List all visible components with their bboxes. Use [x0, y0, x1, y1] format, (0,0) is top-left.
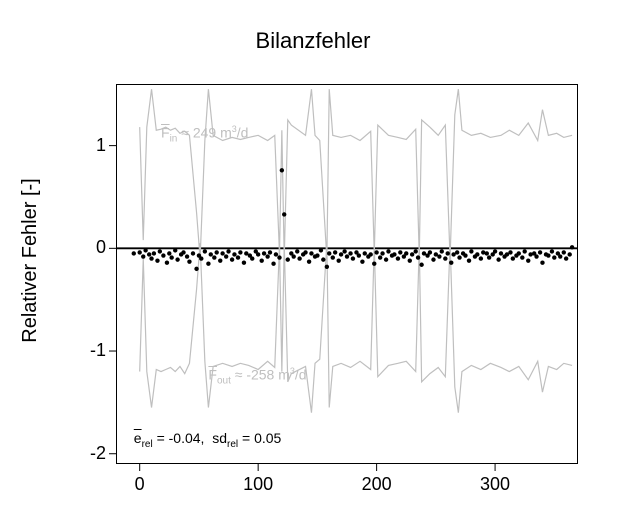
annotation-stats: erel = -0.04, sdrel = 0.05: [134, 430, 282, 450]
annotation-fout: Fout ≈ -258 m3/d: [208, 366, 306, 386]
chart-title: Bilanzfehler: [0, 28, 626, 54]
y-tick-label: 1: [66, 135, 106, 156]
y-axis-label: Relativer Fehler [-]: [19, 178, 42, 343]
y-tick-label: 0: [66, 237, 106, 258]
x-tick-label: 300: [480, 474, 510, 495]
annotation-fin: Fin ≈ 249 m3/d: [161, 124, 248, 144]
y-tick-label: -1: [66, 340, 106, 361]
x-tick-label: 100: [243, 474, 273, 495]
y-axis-label-container: Relativer Fehler [-]: [18, 0, 42, 521]
y-tick-label: -2: [66, 443, 106, 464]
x-tick-label: 200: [362, 474, 392, 495]
figure: Bilanzfehler Relativer Fehler [-] -2 -1 0 1…: [0, 0, 626, 521]
x-tick-label: 0: [135, 474, 145, 495]
